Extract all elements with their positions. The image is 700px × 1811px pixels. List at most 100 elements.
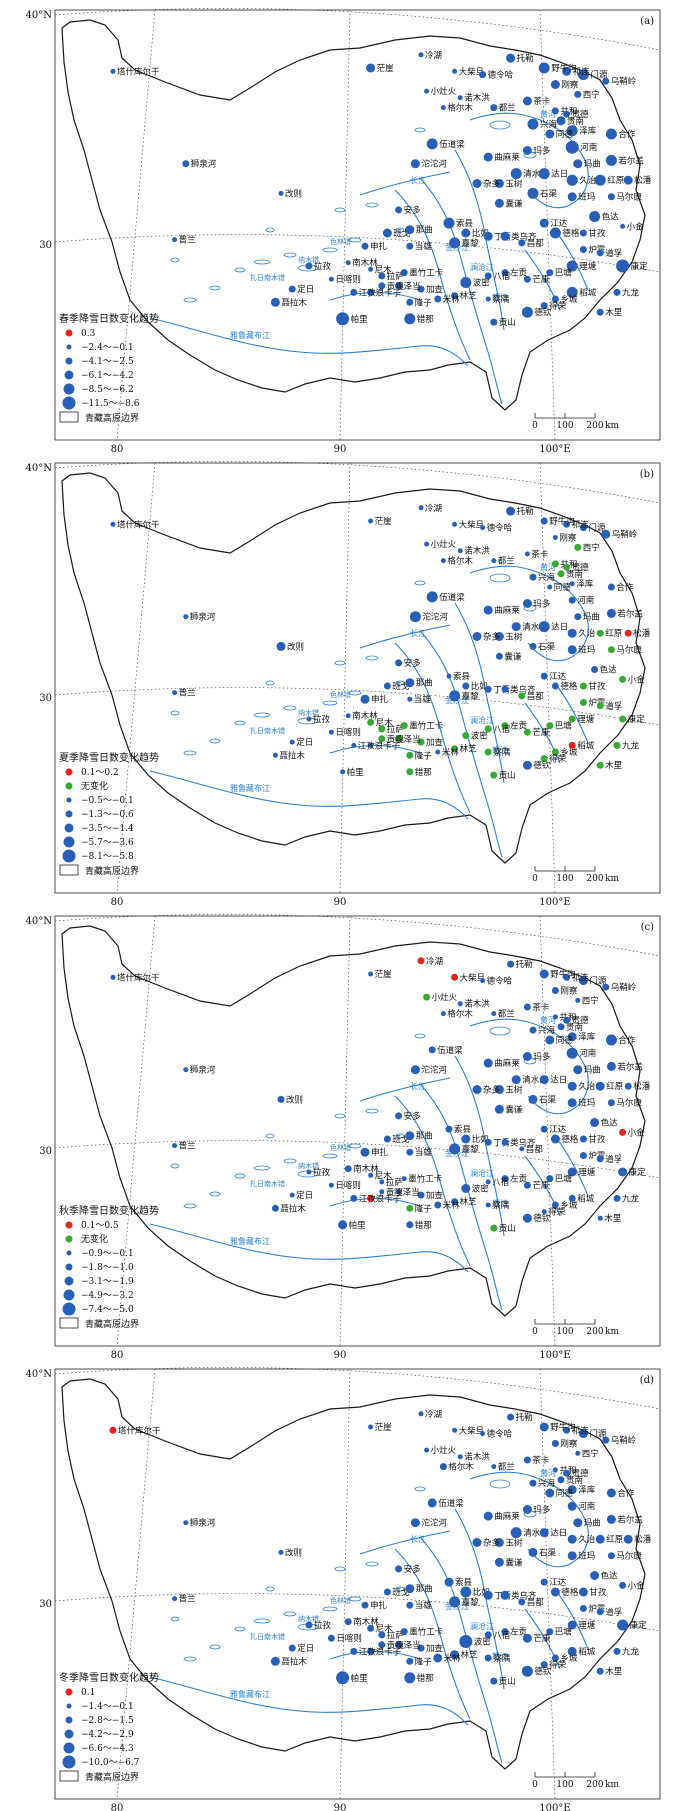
legend-marker bbox=[65, 810, 73, 818]
station-label: 格尔木 bbox=[447, 556, 473, 567]
station-label: 玛多 bbox=[533, 146, 551, 157]
station-marker bbox=[306, 1169, 312, 1175]
station-label: 帕里 bbox=[347, 767, 365, 778]
station-label: 类乌齐 bbox=[510, 1137, 536, 1148]
station-marker bbox=[575, 1450, 581, 1456]
station-label: 贵德 bbox=[572, 1468, 590, 1479]
station-label: 塔什库尔干 bbox=[118, 1425, 161, 1436]
station-label: 达日 bbox=[551, 169, 568, 180]
station-label: 西宁 bbox=[582, 995, 599, 1006]
station-marker bbox=[568, 1194, 576, 1202]
legend-label: −5.7～−3.6 bbox=[81, 838, 134, 848]
station-label: 甘孜 bbox=[588, 1134, 606, 1145]
station-marker bbox=[109, 1426, 117, 1434]
station-marker bbox=[270, 1656, 280, 1666]
river-label: 澜沧江 bbox=[470, 1621, 494, 1631]
station-label: 江孜 bbox=[358, 740, 376, 751]
rivers bbox=[149, 565, 589, 858]
station-label: 河南 bbox=[577, 595, 594, 606]
station-label: 左贡 bbox=[510, 1174, 527, 1185]
station-marker bbox=[494, 632, 504, 641]
station-label: 德格 bbox=[560, 681, 578, 692]
station-marker bbox=[551, 987, 559, 994]
station-marker bbox=[541, 1209, 547, 1215]
lake-label: 纳木错 bbox=[298, 708, 319, 717]
station-marker bbox=[404, 313, 416, 325]
station-label: 类乌齐 bbox=[511, 231, 537, 242]
station-marker bbox=[551, 748, 559, 756]
station-marker bbox=[367, 1194, 375, 1202]
river-label: 怒江 bbox=[492, 292, 508, 302]
station-label: 错那 bbox=[417, 1673, 435, 1684]
station-label: 日喀则 bbox=[335, 1180, 361, 1191]
station-marker bbox=[439, 1463, 447, 1471]
station-marker bbox=[172, 690, 178, 696]
station-marker bbox=[480, 978, 486, 984]
station-marker bbox=[574, 90, 582, 98]
station-marker bbox=[567, 1485, 577, 1495]
station-marker bbox=[407, 696, 413, 702]
station-marker bbox=[183, 614, 189, 620]
station-label: 兴海 bbox=[538, 1478, 556, 1489]
station-label: 普兰 bbox=[179, 235, 196, 246]
station-marker bbox=[344, 1165, 352, 1173]
station-marker bbox=[494, 1104, 504, 1114]
station-marker bbox=[336, 1671, 350, 1685]
station-label: 班戈 bbox=[392, 681, 410, 692]
station-label: 改则 bbox=[285, 188, 302, 199]
station-marker bbox=[424, 1447, 430, 1453]
station-marker bbox=[305, 262, 313, 270]
station-label: 祁连 bbox=[572, 972, 590, 983]
station-marker bbox=[540, 1661, 548, 1669]
station-label: 德令哈 bbox=[487, 1429, 513, 1440]
station-label: 波密 bbox=[474, 1637, 492, 1648]
station-marker bbox=[400, 722, 408, 730]
station-label: 南木林 bbox=[352, 711, 378, 722]
station-marker bbox=[449, 1596, 461, 1608]
scale-tick: 100 bbox=[556, 874, 573, 884]
station-label: 小灶火 bbox=[431, 86, 457, 97]
station-marker bbox=[566, 286, 578, 298]
station-label: 石渠 bbox=[538, 641, 556, 652]
legend-label: 青藏高原边界 bbox=[85, 865, 139, 877]
station-label: 浪卡子 bbox=[376, 287, 402, 298]
station-marker bbox=[620, 223, 626, 229]
station-marker bbox=[367, 1624, 375, 1632]
station-label: 泽库 bbox=[578, 1032, 596, 1043]
rivers bbox=[149, 112, 589, 405]
station-label: 刚察 bbox=[560, 986, 578, 997]
station-label: 合作 bbox=[617, 1488, 635, 1499]
station-label: 乡城 bbox=[560, 1201, 578, 1211]
station-marker bbox=[557, 570, 565, 578]
station-marker bbox=[595, 1081, 605, 1091]
station-marker bbox=[483, 1511, 493, 1521]
station-marker bbox=[400, 1628, 408, 1636]
station-label: 西宁 bbox=[582, 1448, 599, 1459]
stations: 塔什库尔干狮泉河改则普兰申扎班戈安多那曲当雄嘉黎索县比如丁青类乌齐昌都江达德格甘… bbox=[109, 1409, 652, 1687]
station-marker bbox=[490, 1677, 498, 1685]
station-marker bbox=[406, 1221, 414, 1229]
graticule bbox=[54, 461, 661, 894]
station-label: 左贡 bbox=[510, 1627, 527, 1638]
station-marker bbox=[440, 105, 446, 111]
station-label: 林芝 bbox=[461, 1650, 479, 1661]
latitude-label-30: 30 bbox=[39, 240, 52, 251]
station-marker bbox=[569, 581, 575, 587]
station-marker bbox=[522, 146, 532, 155]
station-marker bbox=[522, 1052, 532, 1061]
station-marker bbox=[110, 521, 116, 527]
station-marker bbox=[568, 741, 576, 749]
station-label: 申扎 bbox=[371, 694, 389, 705]
plateau-boundary bbox=[61, 472, 646, 864]
station-label: 诺木洪 bbox=[464, 1452, 490, 1463]
station-marker bbox=[361, 242, 369, 250]
station-marker bbox=[434, 295, 442, 303]
station-marker bbox=[460, 1586, 472, 1598]
station-label: 聂拉木 bbox=[279, 750, 305, 761]
station-marker bbox=[457, 548, 463, 554]
station-label: 加查 bbox=[426, 1190, 444, 1201]
station-label: 拉孜 bbox=[314, 1620, 332, 1631]
station-label: 玛曲 bbox=[584, 1518, 601, 1529]
station-marker bbox=[485, 1202, 491, 1208]
